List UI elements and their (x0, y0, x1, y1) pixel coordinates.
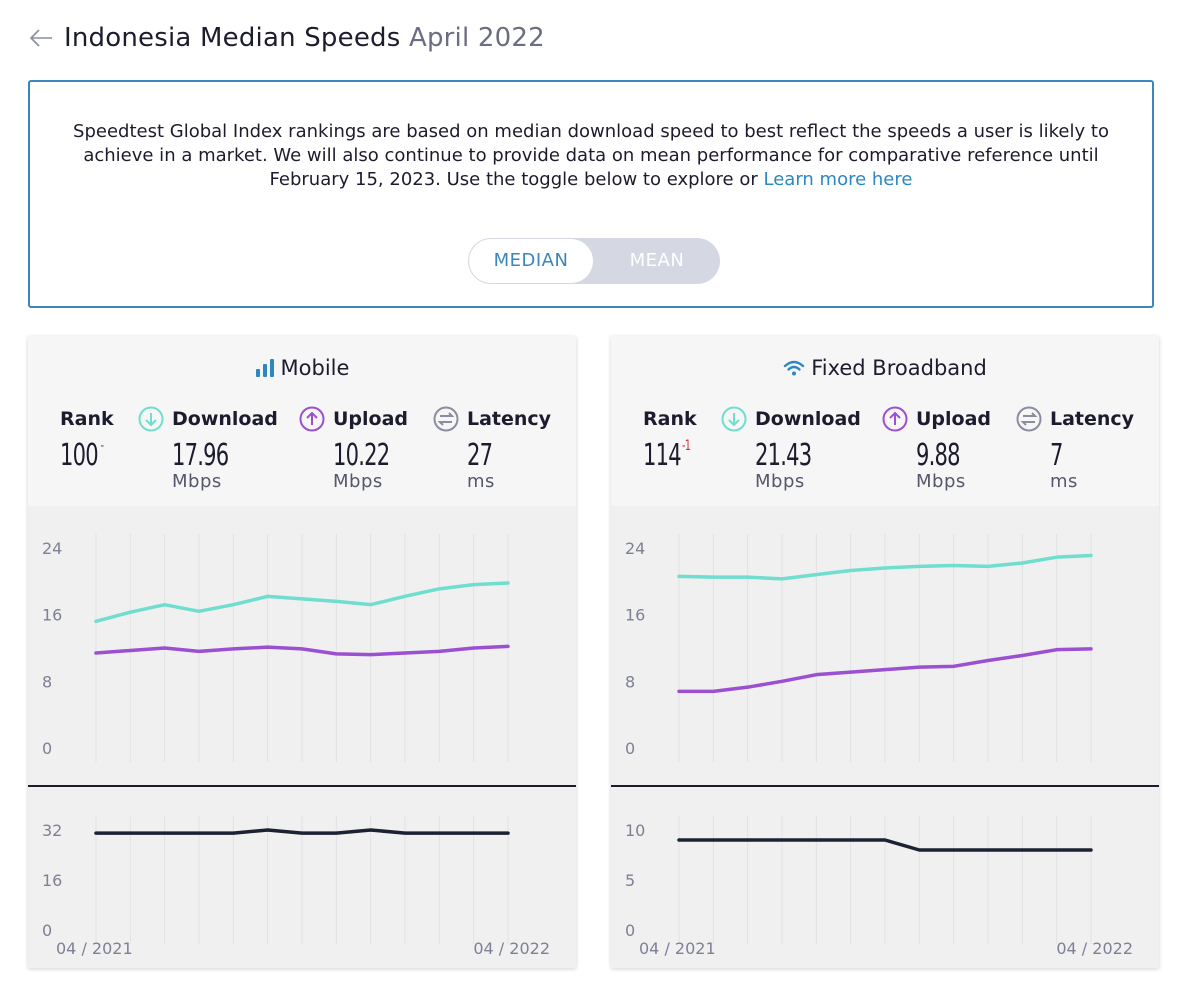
mobile-charts: 0 8 16 24 0 16 32 04 / 2021 04 / 2022 (28, 506, 576, 968)
latency-value: 7 (1050, 438, 1063, 473)
latency-unit: ms (1050, 471, 1078, 492)
fixed-download: Download 21.43 Mbps (721, 406, 861, 492)
rank-value: 100 (60, 438, 99, 473)
page-header: Indonesia Median Speeds April 2022 (28, 20, 545, 56)
mobile-speed-y-tick-label: 0 (42, 739, 52, 758)
rank-value: 114 (643, 438, 682, 473)
upload-value: 10.22 (333, 438, 390, 473)
fixed-upload: Upload 9.88 Mbps (882, 406, 991, 492)
page-title: Indonesia Median Speeds April 2022 (64, 23, 545, 53)
mobile-latency-y-tick-label: 32 (42, 821, 62, 840)
download-value: 17.96 (172, 438, 229, 473)
upload-unit: Mbps (916, 471, 966, 492)
notice-body: Speedtest Global Index rankings are base… (73, 121, 1109, 190)
fixed-speed-y-tick-label: 24 (625, 539, 645, 558)
mobile-card-title: Mobile (28, 356, 576, 380)
upload-label: Upload (333, 408, 409, 430)
fixed-rank: Rank 114 -1 (643, 406, 697, 472)
fixed-x-tick-end: 04 / 2022 (1056, 939, 1133, 958)
fixed-latency: Latency 7 ms (1016, 406, 1134, 492)
download-unit: Mbps (755, 471, 805, 492)
rank-label: Rank (643, 408, 697, 430)
mobile-card: Mobile Rank 100- Download 17.96 Mbps (28, 336, 576, 968)
notice-text: Speedtest Global Index rankings are base… (52, 120, 1130, 192)
page-period: April 2022 (408, 23, 545, 53)
mobile-speed-y-tick-label: 8 (42, 672, 52, 691)
toggle-median[interactable]: MEDIAN (469, 239, 593, 283)
latency-label: Latency (1050, 408, 1135, 430)
download-unit: Mbps (172, 471, 222, 492)
mobile-download: Download 17.96 Mbps (138, 406, 278, 492)
fixed-speed-y-tick-label: 8 (625, 672, 635, 691)
mobile-latency: Latency 27 ms (433, 406, 551, 492)
fixed-speed-y-tick-label: 0 (625, 739, 635, 758)
page-title-text: Indonesia Median Speeds (64, 23, 401, 53)
mobile-summary: Mobile Rank 100- Download 17.96 Mbps (28, 336, 576, 506)
download-icon (721, 406, 747, 432)
fixed-title-text: Fixed Broadband (811, 356, 987, 380)
rank-change: - (100, 438, 104, 454)
upload-icon (299, 406, 325, 432)
fixed-latency-y-tick-label: 5 (625, 871, 635, 890)
wifi-icon (783, 359, 805, 377)
fixed-speed-y-tick-label: 16 (625, 606, 645, 625)
latency-icon (1016, 406, 1042, 432)
fixed-x-tick-start: 04 / 2021 (639, 939, 716, 958)
fixed-summary: Fixed Broadband Rank 114 -1 Download 21.4… (611, 336, 1159, 506)
fixed-latency-y-tick-label: 10 (625, 821, 645, 840)
mobile-rank: Rank 100- (60, 406, 114, 472)
fixed-latency-y-tick-label: 0 (625, 921, 635, 940)
upload-unit: Mbps (333, 471, 383, 492)
toggle-mean[interactable]: MEAN (629, 250, 685, 271)
mobile-upload: Upload 10.22 Mbps (299, 406, 408, 492)
latency-unit: ms (467, 471, 495, 492)
fixed-card-title: Fixed Broadband (611, 356, 1159, 380)
median-mean-toggle[interactable]: MEDIAN MEAN (468, 238, 720, 284)
mobile-latency-y-tick-label: 0 (42, 921, 52, 940)
download-value: 21.43 (755, 438, 812, 473)
upload-label: Upload (916, 408, 992, 430)
mobile-latency-y-tick-label: 16 (42, 871, 62, 890)
mobile-chart-svg: 0 8 16 24 0 16 32 04 / 2021 04 / 2022 (28, 534, 576, 958)
mobile-speed-y-tick-label: 16 (42, 606, 62, 625)
latency-icon (433, 406, 459, 432)
back-arrow-icon[interactable] (28, 25, 54, 51)
mobile-title-text: Mobile (280, 356, 350, 380)
fixed-charts: 0 8 16 24 0 5 10 04 / 2021 04 / 2022 (611, 506, 1159, 968)
learn-more-link[interactable]: Learn more here (763, 169, 913, 190)
latency-label: Latency (467, 408, 552, 430)
rank-label: Rank (60, 408, 114, 430)
methodology-notice: Speedtest Global Index rankings are base… (28, 80, 1154, 308)
mobile-x-tick-end: 04 / 2022 (473, 939, 550, 958)
rank-change: -1 (682, 438, 691, 454)
fixed-broadband-card: Fixed Broadband Rank 114 -1 Download 21.4… (611, 336, 1159, 968)
fixed-chart-svg: 0 8 16 24 0 5 10 04 / 2021 04 / 2022 (611, 534, 1159, 958)
signal-bars-icon (255, 358, 275, 378)
upload-icon (882, 406, 908, 432)
mobile-x-tick-start: 04 / 2021 (56, 939, 133, 958)
download-label: Download (172, 408, 278, 430)
mobile-speed-y-tick-label: 24 (42, 539, 62, 558)
upload-value: 9.88 (916, 438, 961, 473)
download-label: Download (755, 408, 861, 430)
latency-value: 27 (467, 438, 493, 473)
download-icon (138, 406, 164, 432)
